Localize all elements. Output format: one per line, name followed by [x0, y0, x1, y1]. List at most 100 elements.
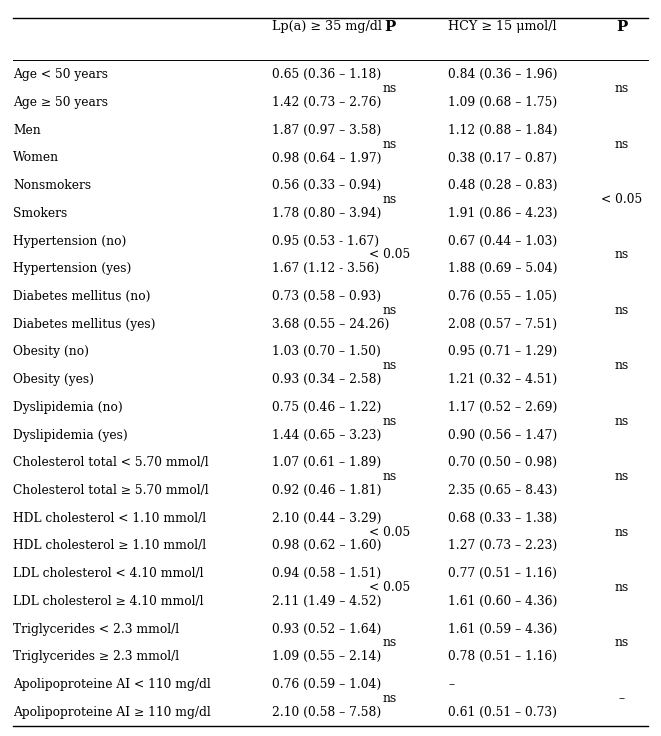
Text: Dyslipidemia (no): Dyslipidemia (no) [13, 401, 123, 414]
Text: ns: ns [615, 138, 629, 151]
Text: Nonsmokers: Nonsmokers [13, 179, 91, 192]
Text: ns: ns [383, 138, 397, 151]
Text: 0.90 (0.56 – 1.47): 0.90 (0.56 – 1.47) [448, 428, 557, 442]
Text: –: – [619, 692, 625, 705]
Text: 0.77 (0.51 – 1.16): 0.77 (0.51 – 1.16) [448, 567, 557, 580]
Text: 1.87 (0.97 – 3.58): 1.87 (0.97 – 3.58) [272, 124, 381, 137]
Text: Apolipoproteine AI ≥ 110 mg/dl: Apolipoproteine AI ≥ 110 mg/dl [13, 706, 211, 718]
Text: < 0.05: < 0.05 [369, 581, 410, 594]
Text: Cholesterol total < 5.70 mmol/l: Cholesterol total < 5.70 mmol/l [13, 456, 209, 470]
Text: 0.98 (0.64 – 1.97): 0.98 (0.64 – 1.97) [272, 152, 381, 164]
Text: ns: ns [615, 581, 629, 594]
Text: Diabetes mellitus (no): Diabetes mellitus (no) [13, 290, 151, 303]
Text: 1.88 (0.69 – 5.04): 1.88 (0.69 – 5.04) [448, 262, 557, 275]
Text: 0.94 (0.58 – 1.51): 0.94 (0.58 – 1.51) [272, 567, 381, 580]
Text: < 0.05: < 0.05 [369, 249, 410, 261]
Text: 0.95 (0.71 – 1.29): 0.95 (0.71 – 1.29) [448, 345, 557, 358]
Text: ns: ns [383, 470, 397, 483]
Text: 1.91 (0.86 – 4.23): 1.91 (0.86 – 4.23) [448, 207, 557, 220]
Text: HCY ≥ 15 μmol/l: HCY ≥ 15 μmol/l [448, 20, 557, 33]
Text: 1.78 (0.80 – 3.94): 1.78 (0.80 – 3.94) [272, 207, 381, 220]
Text: Lp(a) ≥ 35 mg/dl: Lp(a) ≥ 35 mg/dl [272, 20, 382, 33]
Text: Obesity (yes): Obesity (yes) [13, 373, 94, 386]
Text: 0.70 (0.50 – 0.98): 0.70 (0.50 – 0.98) [448, 456, 557, 470]
Text: 1.61 (0.60 – 4.36): 1.61 (0.60 – 4.36) [448, 595, 557, 608]
Text: Age < 50 years: Age < 50 years [13, 68, 108, 82]
Text: 2.10 (0.58 – 7.58): 2.10 (0.58 – 7.58) [272, 706, 381, 718]
Text: 1.09 (0.55 – 2.14): 1.09 (0.55 – 2.14) [272, 650, 381, 663]
Text: ns: ns [383, 304, 397, 317]
Text: ns: ns [615, 359, 629, 372]
Text: 0.84 (0.36 – 1.96): 0.84 (0.36 – 1.96) [448, 68, 557, 82]
Text: 1.12 (0.88 – 1.84): 1.12 (0.88 – 1.84) [448, 124, 557, 137]
Text: ns: ns [383, 193, 397, 206]
Text: 0.75 (0.46 – 1.22): 0.75 (0.46 – 1.22) [272, 401, 381, 414]
Text: 1.17 (0.52 – 2.69): 1.17 (0.52 – 2.69) [448, 401, 557, 414]
Text: 0.92 (0.46 – 1.81): 0.92 (0.46 – 1.81) [272, 484, 381, 497]
Text: –: – [448, 678, 454, 691]
Text: Hypertension (no): Hypertension (no) [13, 235, 126, 247]
Text: 1.07 (0.61 – 1.89): 1.07 (0.61 – 1.89) [272, 456, 381, 470]
Text: 1.67 (1.12 - 3.56): 1.67 (1.12 - 3.56) [272, 262, 379, 275]
Text: Dyslipidemia (yes): Dyslipidemia (yes) [13, 428, 128, 442]
Text: Apolipoproteine AI < 110 mg/dl: Apolipoproteine AI < 110 mg/dl [13, 678, 211, 691]
Text: 1.44 (0.65 – 3.23): 1.44 (0.65 – 3.23) [272, 428, 381, 442]
Text: 0.95 (0.53 - 1.67): 0.95 (0.53 - 1.67) [272, 235, 379, 247]
Text: ns: ns [383, 414, 397, 428]
Text: ns: ns [383, 692, 397, 705]
Text: 0.68 (0.33 – 1.38): 0.68 (0.33 – 1.38) [448, 512, 557, 525]
Text: HDL cholesterol < 1.10 mmol/l: HDL cholesterol < 1.10 mmol/l [13, 512, 206, 525]
Text: 0.67 (0.44 – 1.03): 0.67 (0.44 – 1.03) [448, 235, 557, 247]
Text: 0.38 (0.17 – 0.87): 0.38 (0.17 – 0.87) [448, 152, 557, 164]
Text: 0.98 (0.62 – 1.60): 0.98 (0.62 – 1.60) [272, 539, 381, 553]
Text: 1.21 (0.32 – 4.51): 1.21 (0.32 – 4.51) [448, 373, 557, 386]
Text: ns: ns [615, 82, 629, 95]
Text: 2.08 (0.57 – 7.51): 2.08 (0.57 – 7.51) [448, 318, 557, 330]
Text: Hypertension (yes): Hypertension (yes) [13, 262, 132, 275]
Text: 2.10 (0.44 – 3.29): 2.10 (0.44 – 3.29) [272, 512, 381, 525]
Text: Age ≥ 50 years: Age ≥ 50 years [13, 96, 108, 109]
Text: 0.61 (0.51 – 0.73): 0.61 (0.51 – 0.73) [448, 706, 557, 718]
Text: 0.78 (0.51 – 1.16): 0.78 (0.51 – 1.16) [448, 650, 557, 663]
Text: 3.68 (0.55 – 24.26): 3.68 (0.55 – 24.26) [272, 318, 389, 330]
Text: Triglycerides < 2.3 mmol/l: Triglycerides < 2.3 mmol/l [13, 623, 179, 635]
Text: Obesity (no): Obesity (no) [13, 345, 89, 358]
Text: < 0.05: < 0.05 [602, 193, 642, 206]
Text: ns: ns [383, 359, 397, 372]
Text: ns: ns [615, 526, 629, 539]
Text: 1.27 (0.73 – 2.23): 1.27 (0.73 – 2.23) [448, 539, 557, 553]
Text: P: P [616, 20, 628, 34]
Text: 0.65 (0.36 – 1.18): 0.65 (0.36 – 1.18) [272, 68, 381, 82]
Text: Men: Men [13, 124, 41, 137]
Text: HDL cholesterol ≥ 1.10 mmol/l: HDL cholesterol ≥ 1.10 mmol/l [13, 539, 206, 553]
Text: Triglycerides ≥ 2.3 mmol/l: Triglycerides ≥ 2.3 mmol/l [13, 650, 179, 663]
Text: Women: Women [13, 152, 59, 164]
Text: LDL cholesterol < 4.10 mmol/l: LDL cholesterol < 4.10 mmol/l [13, 567, 204, 580]
Text: Diabetes mellitus (yes): Diabetes mellitus (yes) [13, 318, 155, 330]
Text: 1.61 (0.59 – 4.36): 1.61 (0.59 – 4.36) [448, 623, 557, 635]
Text: 0.76 (0.55 – 1.05): 0.76 (0.55 – 1.05) [448, 290, 557, 303]
Text: 1.09 (0.68 – 1.75): 1.09 (0.68 – 1.75) [448, 96, 557, 109]
Text: 0.93 (0.34 – 2.58): 0.93 (0.34 – 2.58) [272, 373, 381, 386]
Text: ns: ns [615, 414, 629, 428]
Text: 0.93 (0.52 – 1.64): 0.93 (0.52 – 1.64) [272, 623, 381, 635]
Text: 0.76 (0.59 – 1.04): 0.76 (0.59 – 1.04) [272, 678, 381, 691]
Text: 1.03 (0.70 – 1.50): 1.03 (0.70 – 1.50) [272, 345, 381, 358]
Text: ns: ns [383, 637, 397, 649]
Text: < 0.05: < 0.05 [369, 526, 410, 539]
Text: Cholesterol total ≥ 5.70 mmol/l: Cholesterol total ≥ 5.70 mmol/l [13, 484, 209, 497]
Text: LDL cholesterol ≥ 4.10 mmol/l: LDL cholesterol ≥ 4.10 mmol/l [13, 595, 204, 608]
Text: ns: ns [615, 249, 629, 261]
Text: 0.56 (0.33 – 0.94): 0.56 (0.33 – 0.94) [272, 179, 381, 192]
Text: ns: ns [615, 470, 629, 483]
Text: 2.11 (1.49 – 4.52): 2.11 (1.49 – 4.52) [272, 595, 381, 608]
Text: Smokers: Smokers [13, 207, 67, 220]
Text: ns: ns [615, 637, 629, 649]
Text: 1.42 (0.73 – 2.76): 1.42 (0.73 – 2.76) [272, 96, 381, 109]
Text: 0.73 (0.58 – 0.93): 0.73 (0.58 – 0.93) [272, 290, 381, 303]
Text: 2.35 (0.65 – 8.43): 2.35 (0.65 – 8.43) [448, 484, 557, 497]
Text: 0.48 (0.28 – 0.83): 0.48 (0.28 – 0.83) [448, 179, 557, 192]
Text: P: P [385, 20, 396, 34]
Text: ns: ns [615, 304, 629, 317]
Text: ns: ns [383, 82, 397, 95]
